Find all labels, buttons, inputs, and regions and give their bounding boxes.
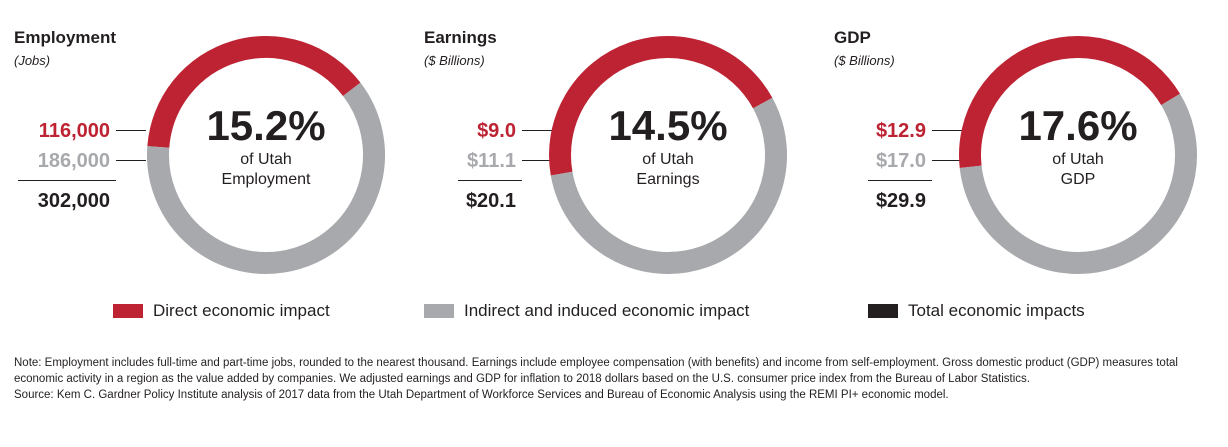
footnotes: Note: Employment includes full-time and … — [14, 355, 1219, 403]
employment-donut — [147, 36, 385, 274]
direct-value-label: 116,000 — [38, 120, 110, 142]
chart-title: GDP — [834, 28, 871, 47]
legend-item-total: Total economic impacts — [868, 301, 1085, 321]
donut-center: 17.6% of Utah GDP — [998, 102, 1158, 190]
donut-center: 14.5% of Utah Earnings — [588, 102, 748, 190]
center-caption-line-1: of Utah — [1052, 151, 1104, 168]
chart-title: Earnings — [424, 28, 497, 47]
donut-segment-direct — [549, 36, 773, 176]
indirect-leader-line — [522, 160, 552, 161]
direct-leader-line — [116, 130, 146, 131]
total-rule — [458, 180, 522, 181]
donut-center: 15.2% of Utah Employment — [186, 102, 346, 190]
earnings-panel: Earnings ($ Billions) $9.0 $11.1 $20.1 1… — [424, 0, 814, 300]
chart-subtitle: ($ Billions) — [834, 53, 895, 68]
legend-swatch-indirect — [424, 304, 454, 318]
direct-leader-line — [932, 130, 962, 131]
donut-segment-indirect — [147, 82, 385, 274]
center-caption-line-1: of Utah — [240, 151, 292, 168]
note-text: Note: Employment includes full-time and … — [14, 357, 1178, 385]
total-rule — [18, 180, 116, 181]
center-percent: 14.5% — [608, 102, 728, 149]
center-caption-line-2: Earnings — [636, 171, 700, 188]
direct-value-label: $12.9 — [875, 120, 926, 142]
legend-item-indirect: Indirect and induced economic impact — [424, 301, 749, 321]
total-rule — [868, 180, 932, 181]
center-percent: 17.6% — [1018, 102, 1138, 149]
legend-label-indirect: Indirect and induced economic impact — [464, 301, 750, 320]
donut-segment-direct — [147, 36, 361, 148]
donut-segment-indirect — [550, 97, 787, 274]
source-text: Source: Kem C. Gardner Policy Institute … — [14, 389, 949, 401]
legend-label-direct: Direct economic impact — [153, 301, 330, 320]
legend: Direct economic impact Indirect and indu… — [0, 301, 1228, 325]
donut-segment-direct — [959, 36, 1181, 169]
indirect-leader-line — [116, 160, 146, 161]
chart-subtitle: (Jobs) — [14, 53, 51, 68]
chart-title: Employment — [14, 28, 117, 47]
indirect-value-label: $11.1 — [467, 150, 516, 172]
indirect-value-label: $17.0 — [875, 150, 926, 172]
chart-subtitle: ($ Billions) — [424, 53, 485, 68]
earnings-donut — [549, 36, 787, 274]
donut-segment-indirect — [959, 93, 1197, 274]
center-caption-line-2: GDP — [1060, 171, 1096, 188]
employment-panel: Employment (Jobs) 116,000 186,000 302,00… — [14, 0, 404, 300]
center-caption-line-2: Employment — [221, 171, 311, 188]
total-value-label: 302,000 — [37, 190, 110, 212]
center-caption-line-1: of Utah — [642, 151, 694, 168]
indirect-value-label: 186,000 — [37, 150, 110, 172]
legend-swatch-direct — [113, 304, 143, 318]
total-value-label: $29.9 — [875, 190, 926, 212]
legend-swatch-total — [868, 304, 898, 318]
direct-value-label: $9.0 — [477, 120, 516, 142]
gdp-panel: GDP ($ Billions) $12.9 $17.0 $29.9 17.6%… — [834, 0, 1224, 300]
gdp-donut — [959, 36, 1197, 274]
legend-label-total: Total economic impacts — [908, 301, 1085, 320]
total-value-label: $20.1 — [465, 190, 516, 212]
indirect-leader-line — [932, 160, 962, 161]
direct-leader-line — [522, 130, 552, 131]
center-percent: 15.2% — [206, 102, 326, 149]
legend-item-direct: Direct economic impact — [113, 301, 330, 321]
